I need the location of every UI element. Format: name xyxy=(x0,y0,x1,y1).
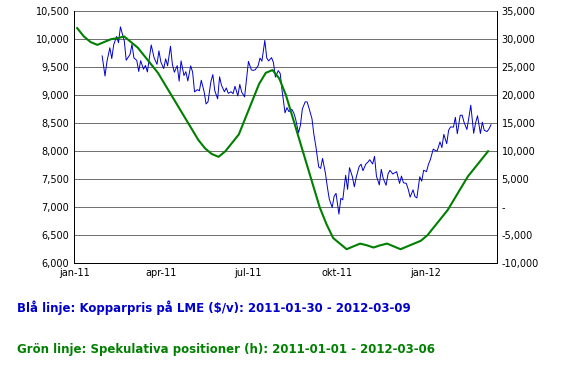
Text: Grön linje: Spekulativa positioner (h): 2011-01-01 - 2012-03-06: Grön linje: Spekulativa positioner (h): … xyxy=(17,343,435,356)
Text: Blå linje: Kopparpris på LME ($/v): 2011-01-30 - 2012-03-09: Blå linje: Kopparpris på LME ($/v): 2011… xyxy=(17,300,411,315)
